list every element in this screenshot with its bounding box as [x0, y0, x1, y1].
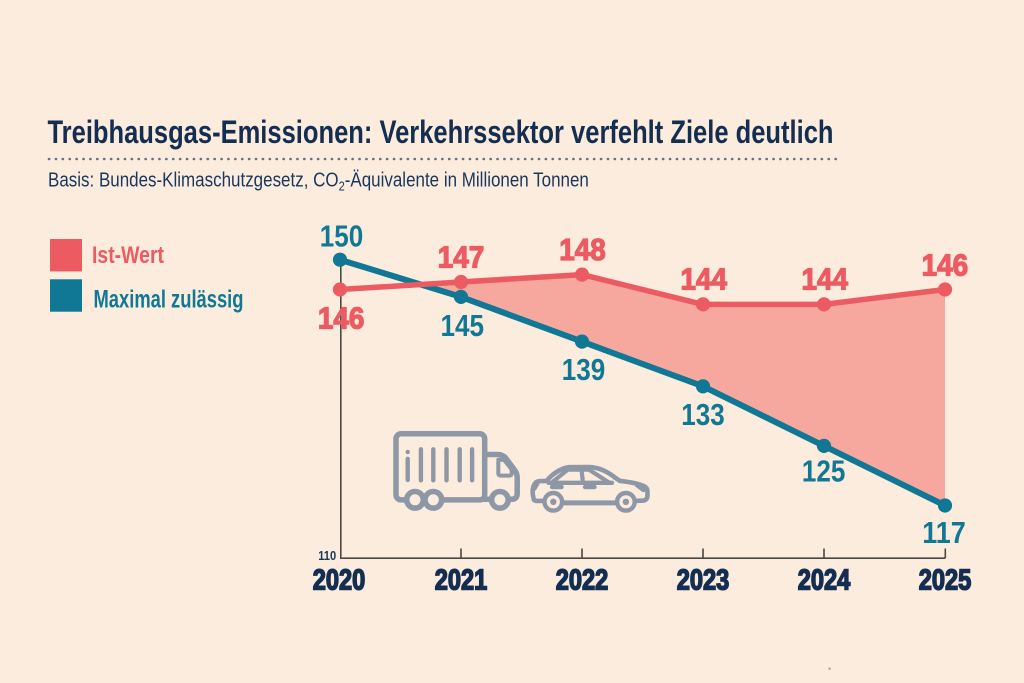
svg-text:133: 133: [681, 397, 725, 432]
svg-text:2020: 2020: [313, 565, 366, 597]
svg-text:2024: 2024: [798, 565, 851, 597]
svg-text:147: 147: [438, 240, 485, 275]
svg-text:2023: 2023: [677, 565, 730, 597]
svg-text:144: 144: [802, 262, 849, 297]
svg-text:Treibhausgas-Emissionen: Verke: Treibhausgas-Emissionen: Verkehrssektor …: [48, 114, 834, 150]
svg-text:146: 146: [922, 248, 969, 283]
svg-text:146: 146: [318, 301, 365, 336]
svg-text:110: 110: [318, 548, 336, 563]
svg-text:2025: 2025: [919, 565, 972, 597]
svg-text:144: 144: [681, 262, 728, 297]
svg-text:Ist-Wert: Ist-Wert: [92, 242, 164, 269]
svg-text:2022: 2022: [556, 565, 609, 597]
svg-text:148: 148: [559, 232, 606, 267]
svg-text:2021: 2021: [435, 565, 488, 597]
svg-text:117: 117: [922, 515, 966, 550]
svg-text:Maximal zulässig: Maximal zulässig: [94, 285, 244, 313]
svg-text:145: 145: [441, 308, 485, 343]
svg-text:Basis: Bundes-Klimaschutzgeset: Basis: Bundes-Klimaschutzgesetz, CO2-Äqu…: [48, 168, 589, 194]
svg-text:150: 150: [320, 219, 364, 254]
svg-text:139: 139: [562, 352, 606, 387]
svg-text:125: 125: [802, 454, 846, 489]
